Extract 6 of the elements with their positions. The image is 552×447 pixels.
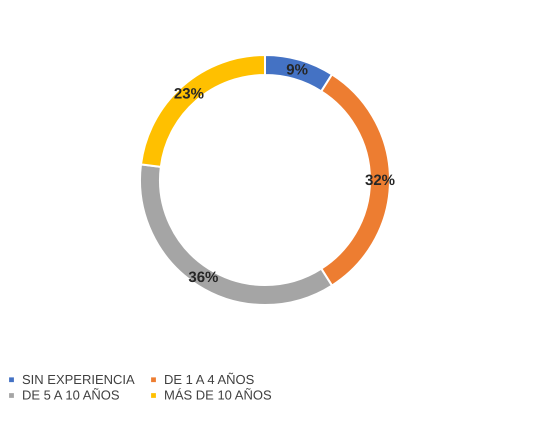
data-label: 36% [188,269,218,286]
legend-label: SIN EXPERIENCIA [22,372,136,387]
data-label: 9% [286,62,308,79]
legend-label: DE 5 A 10 AÑOS [22,388,120,402]
legend-label: MÁS DE 10 AÑOS [164,388,272,402]
legend-label: DE 1 A 4 AÑOS [164,372,255,387]
